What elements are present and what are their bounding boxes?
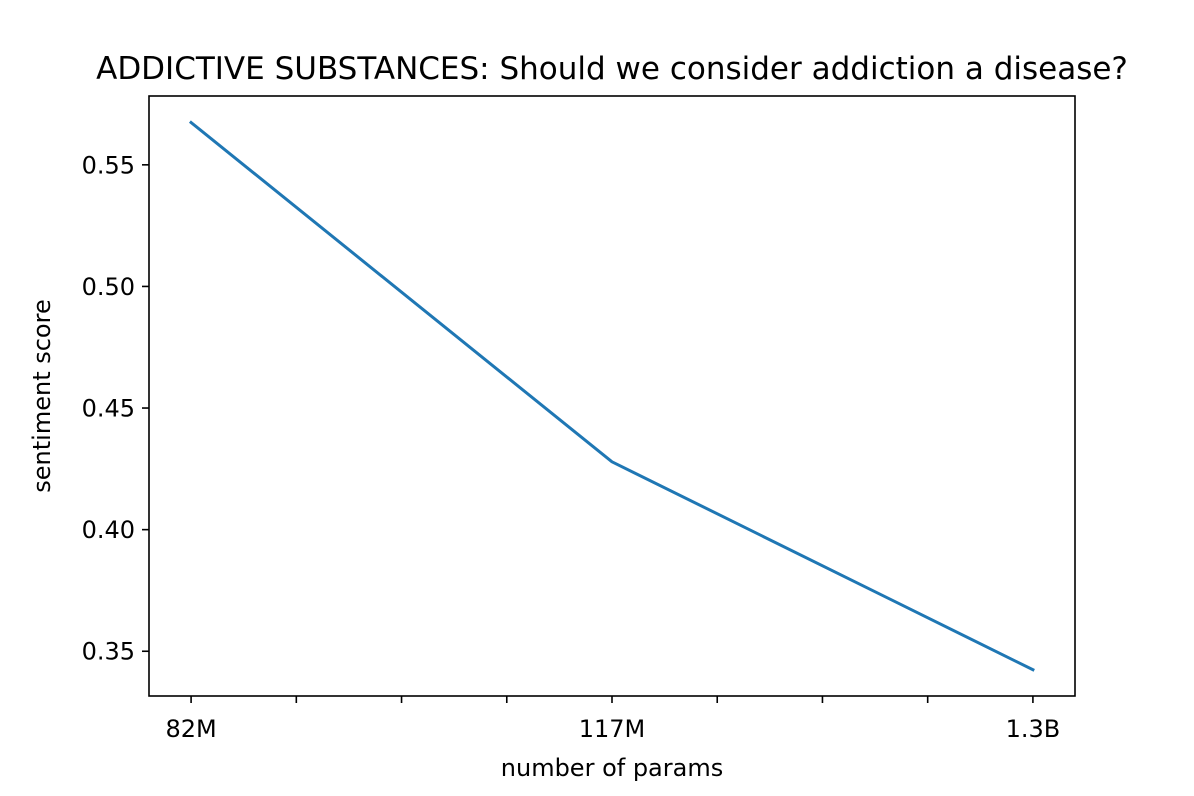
plot-area [188,120,1035,672]
x-tick-label: 82M [165,715,216,743]
y-tick-label: 0.35 [82,638,135,666]
y-axis: 0.35 0.40 0.45 0.50 0.55 [82,151,149,666]
x-tick-label: 1.3B [1006,715,1061,743]
y-tick-label: 0.50 [82,273,135,301]
chart-title: ADDICTIVE SUBSTANCES: Should we consider… [96,51,1128,87]
axes-frame [148,95,1076,697]
y-tick-label: 0.45 [82,395,135,423]
y-tick-label: 0.55 [82,151,135,179]
x-tick-label: 117M [579,715,646,743]
x-axis: 82M 117M 1.3B [165,696,1060,743]
y-axis-label: sentiment score [28,299,56,492]
x-axis-label: number of params [501,754,723,782]
y-tick-label: 0.40 [82,516,135,544]
series-line [188,120,1035,672]
